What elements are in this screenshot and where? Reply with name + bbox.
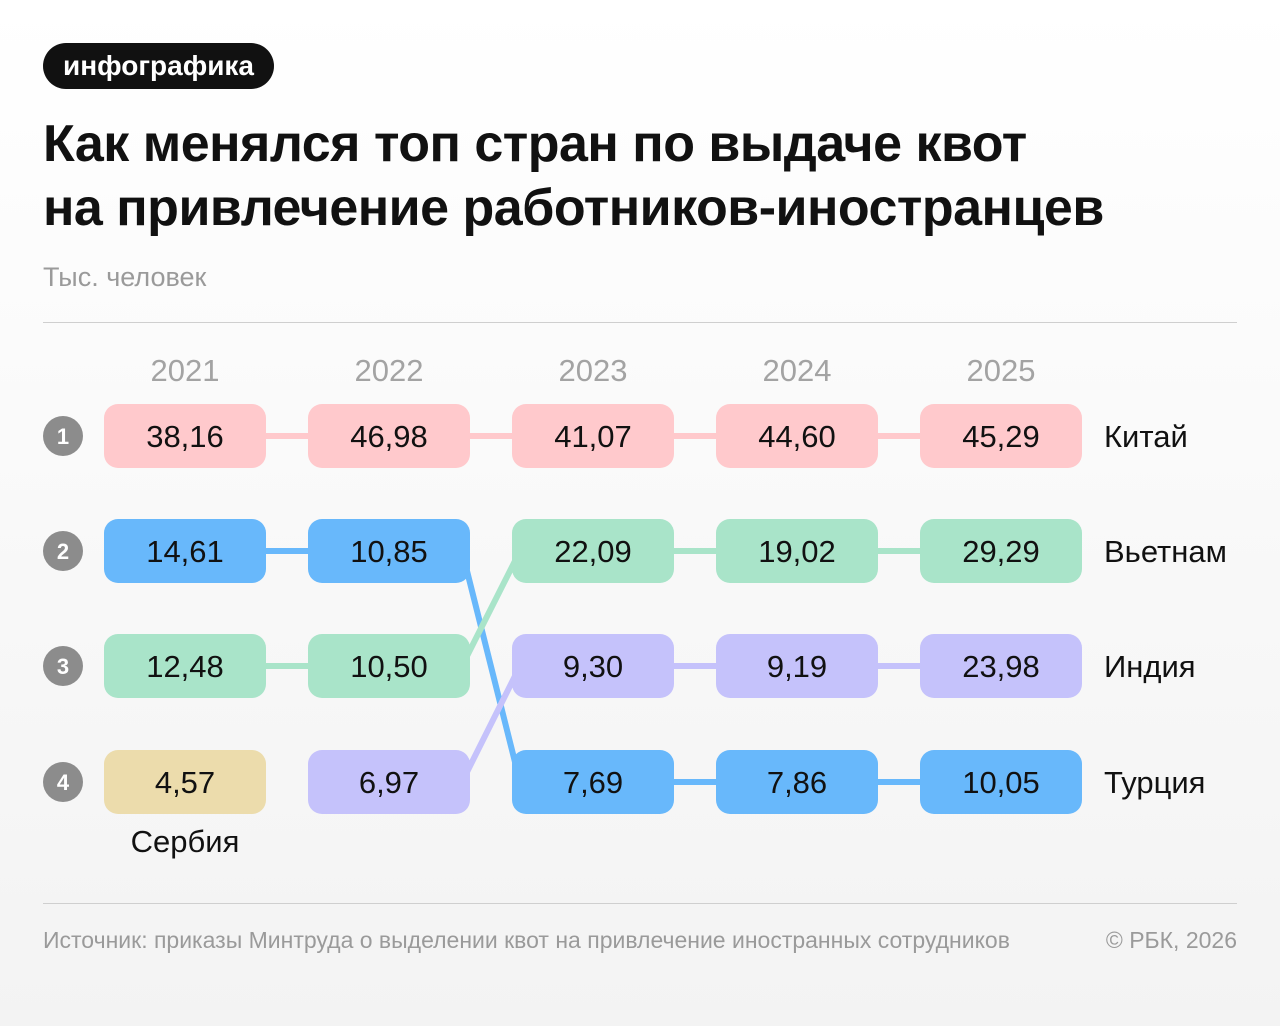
value-label: 23,98 bbox=[962, 649, 1040, 684]
bottom-divider bbox=[43, 903, 1237, 904]
value-box-вьетнам-2024: 19,02 bbox=[716, 519, 878, 583]
value-label: 9,30 bbox=[563, 649, 623, 684]
copyright: © РБК, 2026 bbox=[1105, 927, 1237, 953]
value-box-китай-2023: 41,07 bbox=[512, 404, 674, 468]
value-box-вьетнам-2023: 22,09 bbox=[512, 519, 674, 583]
value-box-индия-2024: 9,19 bbox=[716, 634, 878, 698]
value-box-bg bbox=[716, 750, 878, 814]
value-label: 38,16 bbox=[146, 419, 224, 454]
value-label: 6,97 bbox=[359, 765, 419, 800]
rank-circle-1 bbox=[43, 416, 83, 456]
page-title: Как менялся топ стран по выдаче квот на … bbox=[43, 112, 1243, 240]
value-box-bg bbox=[512, 404, 674, 468]
value-box-вьетнам-2025: 29,29 bbox=[920, 519, 1082, 583]
value-box-bg bbox=[920, 519, 1082, 583]
value-label: 22,09 bbox=[554, 534, 632, 569]
value-box-bg bbox=[104, 519, 266, 583]
value-box-bg bbox=[512, 519, 674, 583]
value-box-bg bbox=[308, 404, 470, 468]
value-box-китай-2024: 44,60 bbox=[716, 404, 878, 468]
year-label-2023: 2023 bbox=[559, 353, 628, 388]
value-box-bg bbox=[104, 634, 266, 698]
value-box-турция-2021: 14,61 bbox=[104, 519, 266, 583]
value-box-турция-2024: 7,86 bbox=[716, 750, 878, 814]
country-label-турция: Турция bbox=[1104, 765, 1205, 800]
year-label-2021: 2021 bbox=[151, 353, 220, 388]
value-box-bg bbox=[308, 750, 470, 814]
value-box-bg bbox=[920, 750, 1082, 814]
unit-subtitle: Тыс. человек bbox=[43, 262, 207, 292]
value-label: 10,50 bbox=[350, 649, 428, 684]
rank-circle-3 bbox=[43, 646, 83, 686]
value-label: 44,60 bbox=[758, 419, 836, 454]
value-box-bg bbox=[104, 750, 266, 814]
connector-турция-2022 bbox=[459, 548, 523, 785]
value-box-bg bbox=[308, 519, 470, 583]
value-box-турция-2025: 10,05 bbox=[920, 750, 1082, 814]
value-box-вьетнам-2022: 10,50 bbox=[308, 634, 470, 698]
value-box-bg bbox=[920, 634, 1082, 698]
value-label: 46,98 bbox=[350, 419, 428, 454]
rank-number-4: 4 bbox=[57, 770, 70, 795]
value-box-индия-2025: 23,98 bbox=[920, 634, 1082, 698]
rank-number-2: 2 bbox=[57, 539, 69, 564]
rank-number-1: 1 bbox=[57, 424, 69, 449]
year-label-2024: 2024 bbox=[763, 353, 832, 388]
value-label: 12,48 bbox=[146, 649, 224, 684]
value-label: 10,05 bbox=[962, 765, 1040, 800]
connectors bbox=[255, 433, 931, 785]
value-box-вьетнам-2021: 12,48 bbox=[104, 634, 266, 698]
value-label: 7,86 bbox=[767, 765, 827, 800]
value-box-bg bbox=[512, 634, 674, 698]
value-box-китай-2021: 38,16 bbox=[104, 404, 266, 468]
value-box-китай-2022: 46,98 bbox=[308, 404, 470, 468]
source-note: Источник: приказы Минтруда о выделении к… bbox=[43, 927, 1010, 953]
rank-circle-2 bbox=[43, 531, 83, 571]
value-label: 19,02 bbox=[758, 534, 836, 569]
connector-вьетнам-2022 bbox=[459, 548, 523, 669]
value-box-bg bbox=[716, 404, 878, 468]
country-label-вьетнам: Вьетнам bbox=[1104, 534, 1227, 569]
value-label: 10,85 bbox=[350, 534, 428, 569]
country-label-индия: Индия bbox=[1104, 649, 1196, 684]
value-box-bg bbox=[512, 750, 674, 814]
rank-number-3: 3 bbox=[57, 654, 69, 679]
value-box-сербия-2021: 4,57 bbox=[104, 750, 266, 814]
value-box-китай-2025: 45,29 bbox=[920, 404, 1082, 468]
value-box-bg bbox=[716, 634, 878, 698]
value-label: 4,57 bbox=[155, 765, 215, 800]
value-label: 14,61 bbox=[146, 534, 224, 569]
rank-circle-4 bbox=[43, 762, 83, 802]
country-label-китай: Китай bbox=[1104, 419, 1188, 454]
title-line-2: на привлечение работников-иностранцев bbox=[43, 179, 1104, 237]
value-label: 45,29 bbox=[962, 419, 1040, 454]
value-label: 9,19 bbox=[767, 649, 827, 684]
infographic-tag: инфографика bbox=[43, 43, 274, 89]
value-label: 7,69 bbox=[563, 765, 623, 800]
value-box-bg bbox=[104, 404, 266, 468]
value-box-bg bbox=[716, 519, 878, 583]
value-box-индия-2023: 9,30 bbox=[512, 634, 674, 698]
year-label-2022: 2022 bbox=[355, 353, 424, 388]
title-line-1: Как менялся топ стран по выдаче квот bbox=[43, 115, 1027, 173]
value-box-турция-2022: 10,85 bbox=[308, 519, 470, 583]
value-box-bg bbox=[920, 404, 1082, 468]
country-label-extra: Сербия bbox=[131, 824, 240, 859]
value-label: 41,07 bbox=[554, 419, 632, 454]
connector-индия-2022 bbox=[459, 663, 523, 785]
value-label: 29,29 bbox=[962, 534, 1040, 569]
year-label-2025: 2025 bbox=[967, 353, 1036, 388]
value-box-турция-2023: 7,69 bbox=[512, 750, 674, 814]
top-divider bbox=[43, 322, 1237, 323]
value-box-bg bbox=[308, 634, 470, 698]
value-box-индия-2022: 6,97 bbox=[308, 750, 470, 814]
